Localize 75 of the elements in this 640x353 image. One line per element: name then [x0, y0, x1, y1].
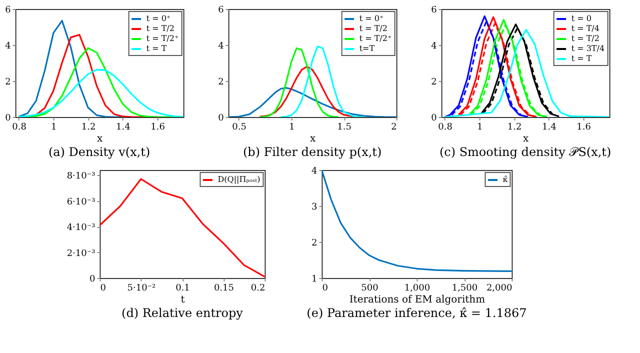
x-tick-label: 1.5 — [337, 122, 352, 132]
y-tick-label: 4 — [431, 42, 438, 52]
x-tick-label: 2,000 — [486, 284, 512, 294]
y-tick-label: 4 — [5, 42, 12, 52]
x-tick-label: 1,000 — [404, 284, 430, 294]
text: (e) Parameter inference, κ̂ = 1.1867 — [306, 306, 527, 320]
legend-label: t = T — [571, 54, 592, 63]
line-series — [444, 15, 529, 117]
y-tick-label: 4 — [218, 42, 224, 52]
legend-label: t = T/2 — [146, 24, 174, 33]
y-tick-label: 6 — [431, 6, 438, 16]
y-tick-label: 6·10⁻³ — [66, 197, 96, 208]
x-tick-label: 0 — [100, 284, 106, 294]
y-tick-label: 0 — [431, 114, 438, 124]
legend-label: t = T/2⁺ — [146, 34, 179, 43]
y-tick-label: 2·10⁻³ — [66, 248, 96, 259]
text: (c) Smooting density 𝒫S(x,t) — [439, 145, 612, 159]
x-tick-label: 0.8 — [12, 122, 27, 132]
x-tick-label: 5·10⁻² — [127, 284, 156, 294]
x-tick-label: 1 — [477, 122, 483, 132]
x-axis-title: x — [522, 134, 529, 144]
x-tick-label: 1,500 — [452, 284, 478, 294]
legend-label: t=T — [359, 44, 376, 53]
x-tick-label: 0.8 — [438, 122, 453, 132]
x-tick-label: 0.2 — [250, 284, 266, 294]
legend-label: t = 0⁺ — [359, 14, 384, 23]
y-tick-label: 2 — [311, 238, 318, 248]
x-tick-label: 1 — [288, 122, 295, 132]
x-tick-label: 1 — [51, 122, 57, 132]
text: (b) Filter density p(x,t) — [242, 145, 382, 159]
legend-label: t = 3T/4 — [571, 44, 605, 53]
x-tick-label: 1.6 — [576, 122, 592, 132]
x-tick-label: 1.6 — [150, 122, 166, 132]
y-tick-label: 3 — [311, 202, 318, 212]
y-tick-label: 0 — [5, 114, 12, 124]
x-tick-label: 1.4 — [116, 122, 131, 132]
legend-label: t = 0⁺ — [146, 14, 171, 23]
y-tick-label: 2 — [5, 78, 11, 88]
x-tick-label: 0.1 — [176, 284, 190, 294]
y-tick-label: 4·10⁻³ — [66, 223, 96, 234]
line-series — [18, 68, 184, 117]
y-tick-label: 2 — [218, 78, 224, 88]
legend-label: t = T/2 — [359, 24, 388, 33]
legend-label: t = T/2 — [571, 34, 600, 43]
x-axis-title: Iterations of EM algorithm — [349, 294, 486, 306]
y-tick-label: 8·10⁻³ — [66, 172, 96, 182]
legend-label: t = T/4 — [571, 24, 600, 33]
y-tick-label: 6 — [5, 6, 12, 16]
x-tick-label: 0.5 — [232, 122, 247, 132]
line-series — [228, 87, 396, 117]
x-tick-label: 1.2 — [507, 122, 522, 132]
x-axis-title: x — [310, 134, 316, 144]
line-series — [259, 47, 340, 117]
y-tick-label: 0 — [218, 114, 224, 124]
x-tick-label: 500 — [361, 284, 379, 294]
x-tick-label: 1.4 — [542, 122, 557, 132]
x-tick-label: 0.15 — [214, 284, 234, 294]
y-tick-label: 1 — [311, 274, 318, 284]
legend-label: κ̂ — [502, 175, 508, 184]
legend-label: t = T/2⁺ — [359, 34, 392, 43]
text: (d) Relative entropy — [122, 306, 244, 320]
text: (a) Density v(x,t) — [48, 145, 150, 159]
line-series — [322, 170, 512, 272]
x-tick-label: 1.2 — [81, 122, 96, 132]
y-tick-label: 4 — [311, 166, 318, 176]
y-tick-label: 0 — [89, 274, 96, 284]
y-tick-label: 6 — [218, 6, 224, 16]
x-axis-title: t — [180, 294, 185, 306]
legend-label: D(Q||Πₚₒₛₜ) — [218, 175, 260, 184]
x-axis-title: x — [96, 134, 103, 144]
y-tick-label: 2 — [431, 78, 437, 88]
x-tick-label: 0 — [322, 284, 328, 294]
x-tick-label: 2 — [391, 122, 397, 132]
legend-label: t = 0 — [571, 14, 592, 23]
legend-label: t = T — [146, 44, 168, 53]
